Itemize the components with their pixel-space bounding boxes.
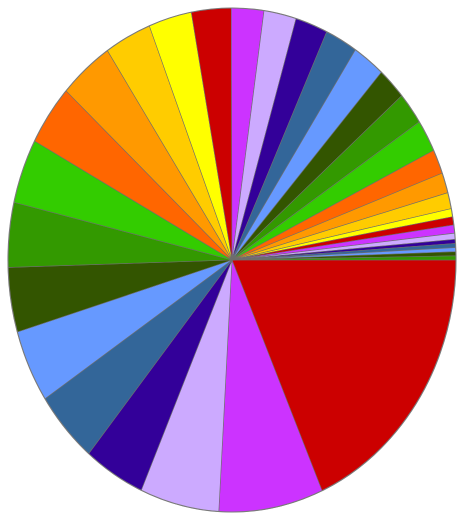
pie-outline [7,7,457,513]
pie-slices [7,7,457,513]
